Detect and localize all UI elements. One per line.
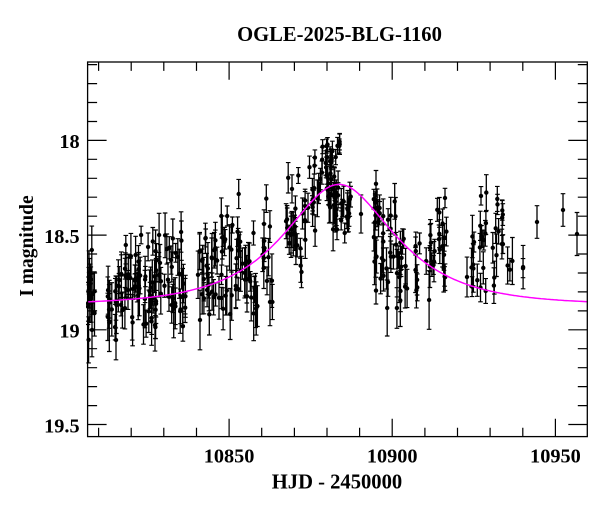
svg-text:10900: 10900 <box>367 446 418 468</box>
svg-text:19.5: 19.5 <box>44 415 80 437</box>
svg-text:18: 18 <box>59 131 79 153</box>
svg-text:10850: 10850 <box>204 446 255 468</box>
svg-text:19: 19 <box>59 321 79 343</box>
svg-text:18.5: 18.5 <box>44 226 80 248</box>
svg-text:HJD - 2450000: HJD - 2450000 <box>272 472 402 494</box>
svg-text:I magnitude: I magnitude <box>17 195 38 297</box>
svg-text:10950: 10950 <box>530 446 581 468</box>
svg-text:OGLE-2025-BLG-1160: OGLE-2025-BLG-1160 <box>237 24 442 46</box>
